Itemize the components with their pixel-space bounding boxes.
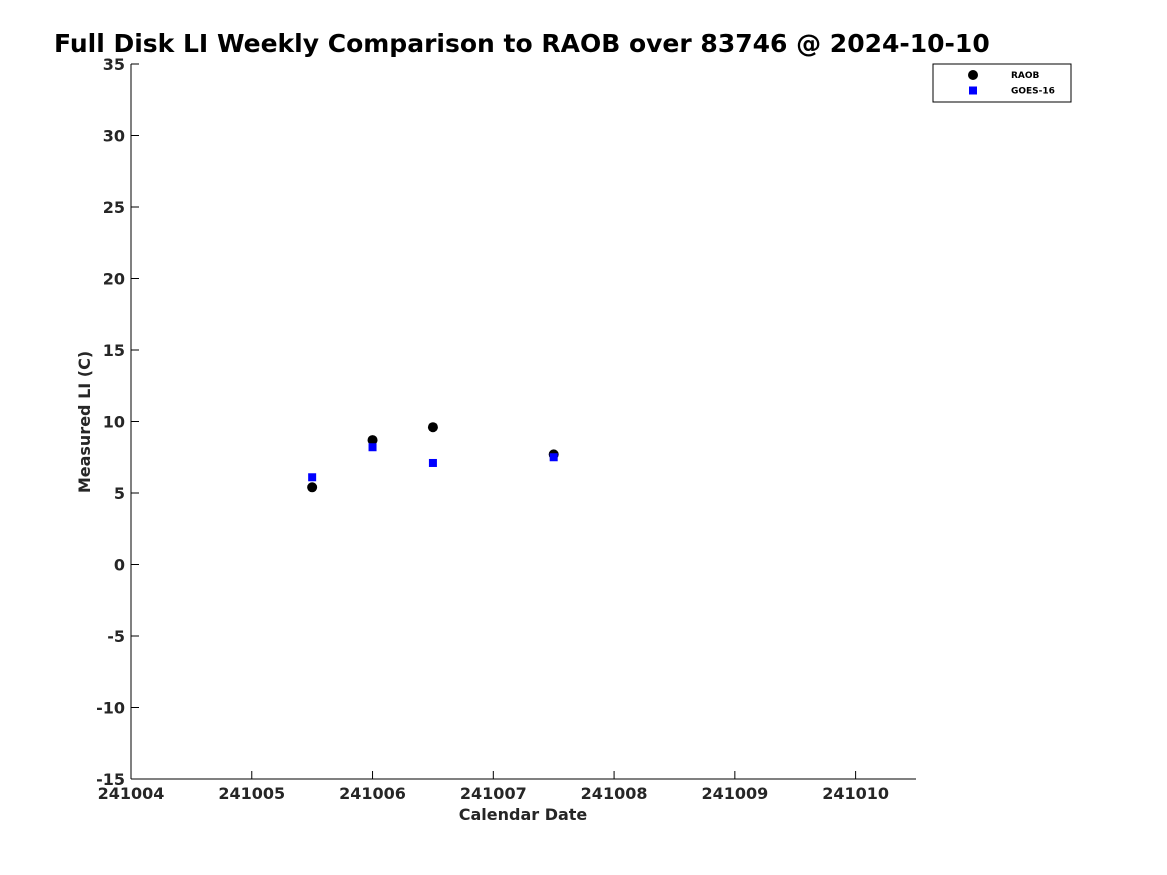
raob-point [307, 482, 318, 493]
x-tick-label: 241007 [460, 784, 527, 803]
x-axis-label: Calendar Date [459, 805, 588, 824]
y-tick-label: 25 [103, 198, 125, 217]
chart-title: Full Disk LI Weekly Comparison to RAOB o… [54, 29, 990, 58]
y-tick-label: 30 [103, 127, 125, 146]
goes-16-point [368, 443, 377, 452]
x-tick-label: 241006 [339, 784, 406, 803]
legend-box [932, 63, 1072, 103]
goes-16-point [428, 458, 437, 467]
y-tick-label: 10 [103, 413, 125, 432]
legend-marker-goes-16 [969, 86, 977, 95]
y-tick-label: -15 [96, 770, 125, 789]
x-tick-label: 241010 [822, 784, 889, 803]
goes-16-point [308, 473, 317, 482]
plot-area [130, 64, 916, 780]
y-tick-label: 0 [114, 556, 125, 575]
y-tick-label: 35 [103, 55, 125, 74]
legend-marker-raob [968, 70, 978, 80]
x-tick-label: 241005 [218, 784, 285, 803]
x-ticks: 241004 241005 241006 241007 241008 241009 2410… [98, 771, 889, 803]
legend: RAOB GOES-16 [932, 63, 1072, 103]
x-tick-label: 241009 [701, 784, 768, 803]
legend-label-goes-16: GOES-16 [1011, 87, 1055, 97]
data-points [307, 422, 559, 493]
raob-point [367, 435, 378, 446]
y-tick-label: 20 [103, 270, 125, 289]
y-tick-label: -5 [107, 627, 125, 646]
y-ticks: 35 30 25 20 15 10 5 0 -5 -10 -15 [96, 55, 139, 789]
raob-point [427, 422, 438, 433]
x-tick-label: 241004 [98, 784, 165, 803]
y-axis-label: Measured LI (C) [75, 351, 94, 493]
y-tick-label: -10 [96, 699, 125, 718]
legend-label-raob: RAOB [1011, 71, 1040, 81]
x-tick-label: 241008 [581, 784, 648, 803]
y-tick-label: 5 [114, 484, 125, 503]
goes-16-point [549, 453, 558, 462]
y-tick-label: 15 [103, 341, 125, 360]
